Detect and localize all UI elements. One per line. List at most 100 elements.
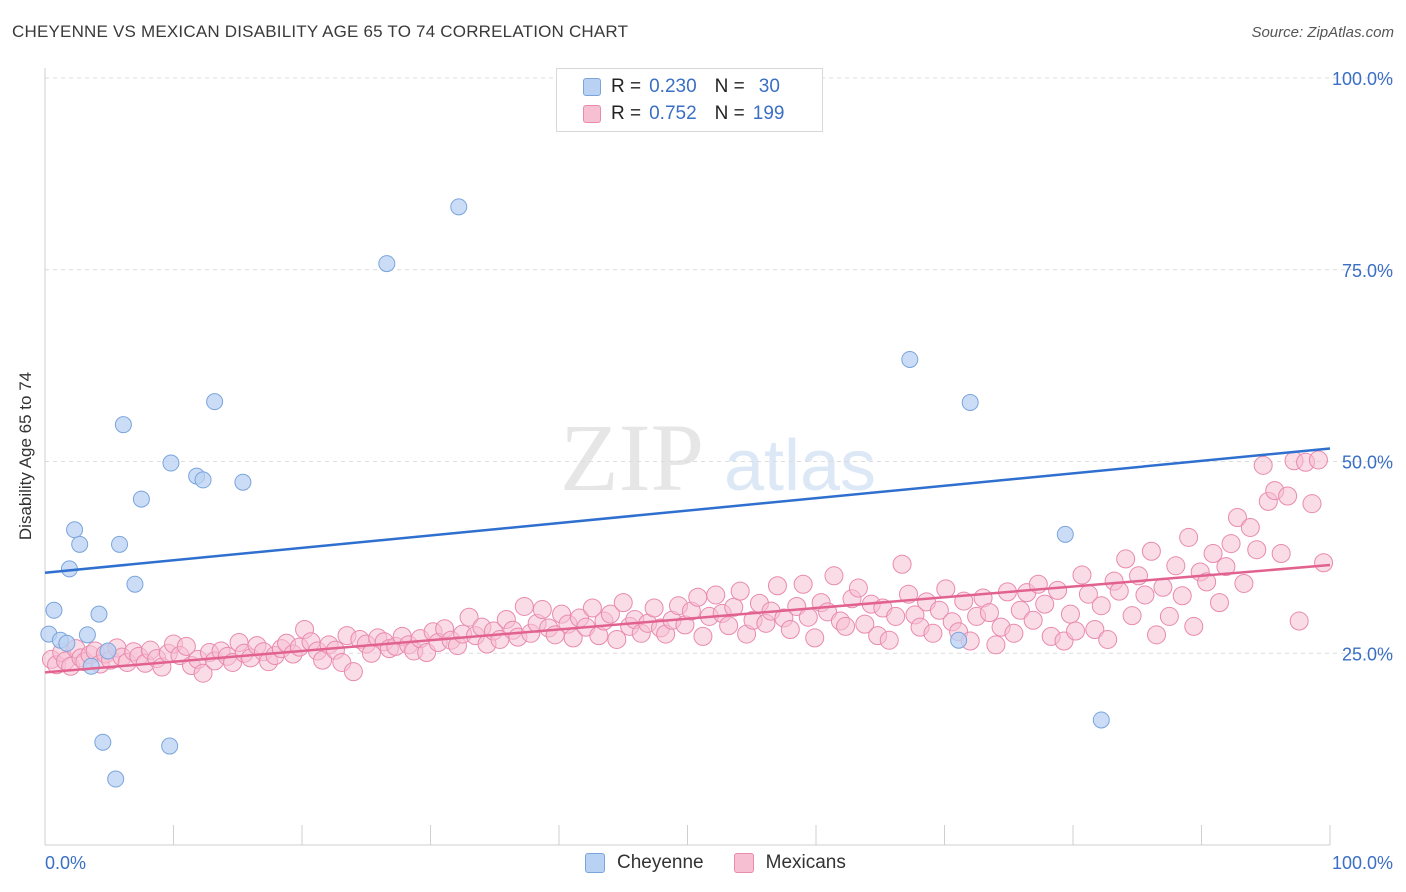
mexicans-point bbox=[892, 554, 912, 574]
mexicans-point bbox=[936, 579, 956, 599]
legend-item-mexicans: Mexicans bbox=[733, 852, 846, 874]
mexicans-point bbox=[855, 614, 875, 634]
mexicans-point bbox=[979, 603, 999, 623]
mexicans-point bbox=[1253, 455, 1273, 475]
cheyenne-point bbox=[114, 416, 132, 434]
cheyenne-point bbox=[82, 657, 100, 675]
mexicans-point bbox=[836, 616, 856, 636]
mexicans-point bbox=[1240, 517, 1260, 537]
mexicans-point bbox=[514, 596, 534, 616]
r-value: 0.230 bbox=[649, 76, 697, 97]
cheyenne-swatch bbox=[585, 853, 605, 873]
mexicans-point bbox=[1221, 534, 1241, 554]
cheyenne-point bbox=[58, 634, 76, 652]
mexicans-point bbox=[459, 607, 479, 627]
mexicans-point bbox=[1010, 600, 1030, 620]
mexicans-point bbox=[688, 587, 708, 607]
cheyenne-point bbox=[450, 198, 468, 216]
cheyenne-point bbox=[78, 626, 96, 644]
mexicans-point bbox=[600, 604, 620, 624]
cheyenne-point bbox=[71, 535, 89, 553]
r-value: 0.752 bbox=[649, 103, 697, 124]
mexicans-point bbox=[986, 635, 1006, 655]
mexicans-point bbox=[1203, 544, 1223, 564]
n-label: N = bbox=[714, 103, 745, 124]
cheyenne-point bbox=[162, 454, 180, 472]
cheyenne-point bbox=[234, 473, 252, 491]
mexicans-point bbox=[193, 663, 213, 683]
mexicans-point bbox=[607, 629, 627, 649]
cheyenne-point bbox=[206, 393, 224, 411]
r-label: R = bbox=[611, 103, 642, 124]
cheyenne-point bbox=[45, 601, 63, 619]
mexicans-point bbox=[1209, 593, 1229, 613]
mexicans-point bbox=[1271, 544, 1291, 564]
cheyenne-point bbox=[1092, 711, 1110, 729]
mexicans-point bbox=[343, 662, 363, 682]
legend-row-mexicans: R = 0.752 N = 199 bbox=[583, 102, 784, 126]
y-tick-label: 25.0% bbox=[1342, 644, 1393, 664]
legend-label: Cheyenne bbox=[617, 852, 704, 873]
mexicans-point bbox=[1278, 486, 1298, 506]
mexicans-point bbox=[724, 597, 744, 617]
mexicans-point bbox=[1216, 557, 1236, 577]
mexicans-point bbox=[1184, 616, 1204, 636]
mexicans-point bbox=[923, 623, 943, 643]
mexicans-point bbox=[1147, 625, 1167, 645]
mexicans-point bbox=[1098, 629, 1118, 649]
mexicans-point bbox=[886, 606, 906, 626]
r-label: R = bbox=[611, 76, 642, 97]
mexicans-point bbox=[1060, 604, 1080, 624]
cheyenne-point bbox=[161, 737, 179, 755]
mexicans-point bbox=[824, 566, 844, 586]
mexicans-point bbox=[1308, 450, 1328, 470]
cheyenne-point bbox=[126, 575, 144, 593]
mexicans-point bbox=[1227, 507, 1247, 527]
x-tick-label: 100.0% bbox=[1332, 853, 1393, 873]
cheyenne-point bbox=[901, 350, 919, 368]
mexicans-point bbox=[1234, 573, 1254, 593]
mexicans-point bbox=[176, 636, 196, 656]
y-tick-label: 75.0% bbox=[1342, 261, 1393, 281]
legend-label: Mexicans bbox=[765, 852, 846, 873]
y-tick-label: 100.0% bbox=[1332, 69, 1393, 89]
mexicans-point bbox=[848, 578, 868, 598]
mexicans-point bbox=[805, 628, 825, 648]
mexicans-point bbox=[879, 630, 899, 650]
mexicans-point bbox=[1109, 581, 1129, 601]
mexicans-point bbox=[1122, 606, 1142, 626]
y-axis-label: Disability Age 65 to 74 bbox=[16, 371, 35, 541]
cheyenne-point bbox=[132, 490, 150, 508]
mexicans-point bbox=[719, 616, 739, 636]
watermark-atlas: atlas bbox=[724, 426, 876, 506]
mexicans-point bbox=[532, 600, 552, 620]
mexicans-point bbox=[706, 585, 726, 605]
mexicans-point bbox=[1314, 553, 1334, 573]
mexicans-point bbox=[1072, 565, 1092, 585]
cheyenne-point bbox=[66, 521, 84, 539]
mexicans-point bbox=[793, 574, 813, 594]
mexicans-point bbox=[1091, 596, 1111, 616]
cheyenne-point bbox=[99, 642, 117, 660]
mexicans-point bbox=[582, 598, 602, 618]
cheyenne-point bbox=[111, 535, 129, 553]
mexicans-point bbox=[1166, 556, 1186, 576]
cheyenne-point bbox=[950, 631, 968, 649]
mexicans-point bbox=[613, 593, 633, 613]
mexicans-point bbox=[1141, 541, 1161, 561]
mexicans-point bbox=[730, 581, 750, 601]
correlation-legend: R = 0.230 N = 30 R = 0.752 N = 199 bbox=[556, 68, 823, 132]
mexicans-point bbox=[1023, 610, 1043, 630]
mexicans-swatch bbox=[733, 853, 754, 873]
mexicans-trend-line bbox=[44, 563, 1331, 674]
cheyenne-point bbox=[378, 255, 396, 273]
watermark: ZIP atlas bbox=[560, 404, 876, 511]
mexicans-point bbox=[1159, 606, 1179, 626]
source-label: Source: ZipAtlas.com bbox=[1251, 24, 1394, 41]
mexicans-point bbox=[1085, 619, 1105, 639]
mexicans-point bbox=[644, 598, 664, 618]
mexicans-point bbox=[1197, 572, 1217, 592]
chart-title: CHEYENNE VS MEXICAN DISABILITY AGE 65 TO… bbox=[12, 22, 629, 41]
mexicans-point bbox=[1172, 586, 1192, 606]
